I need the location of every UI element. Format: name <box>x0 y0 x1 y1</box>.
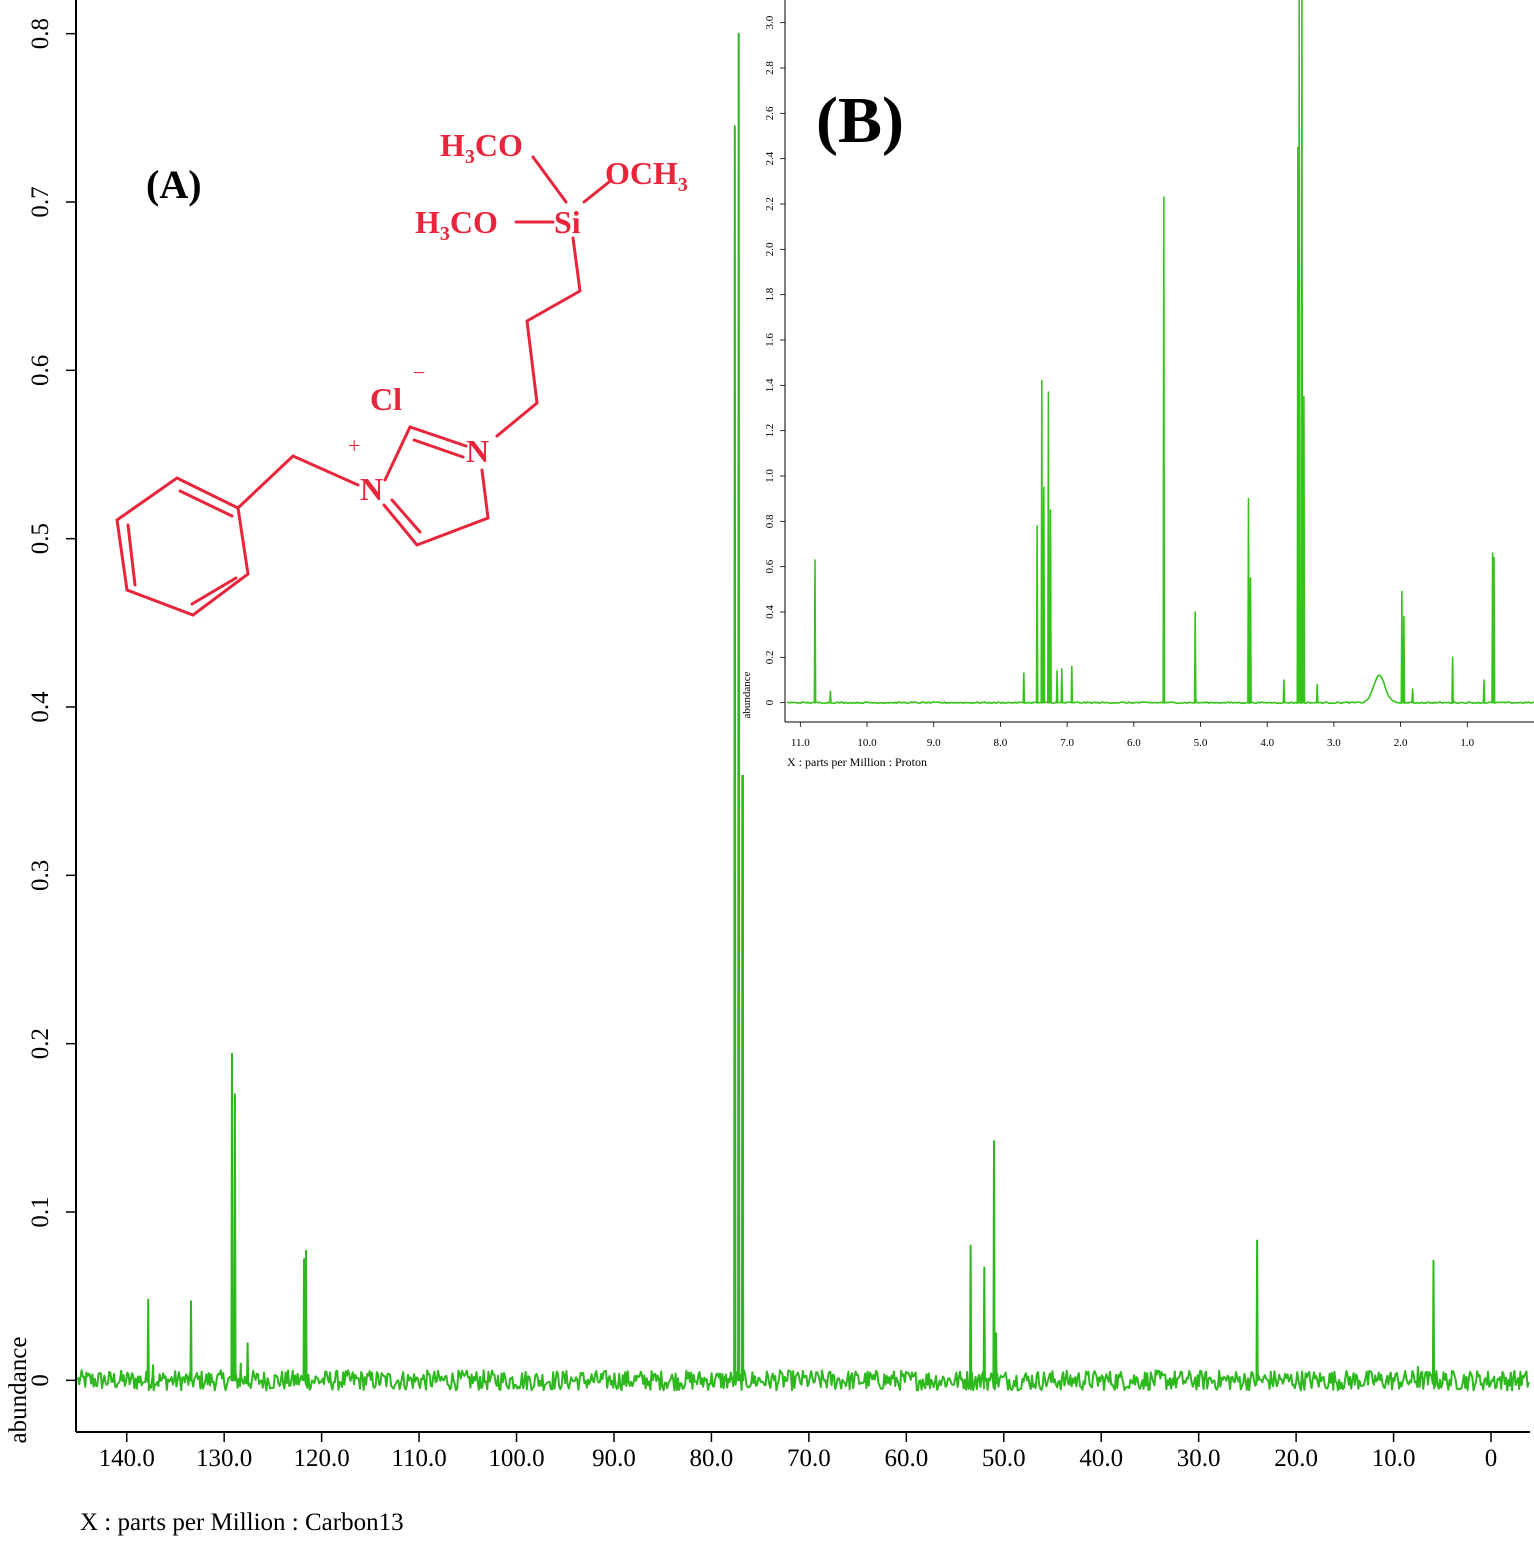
proton-x-tick-label: 6.0 <box>1127 737 1141 749</box>
molecule-structure: H3CO OCH3 H3CO Si Cl − + N N <box>115 127 688 617</box>
benzene-ring <box>115 476 250 617</box>
benzyl-ch2-bond <box>236 454 360 510</box>
proton-y-tick-label: 0.8 <box>764 514 776 528</box>
proton-y-tick-label: 1.4 <box>764 378 776 392</box>
proton-x-tick-label: 8.0 <box>994 737 1008 749</box>
si-label: Si <box>554 204 581 240</box>
proton-x-tick-label: 11.0 <box>791 737 810 749</box>
carbon13-x-tick-label: 110.0 <box>391 1445 446 1472</box>
carbon13-y-tick-label: 0.3 <box>27 860 54 891</box>
och3-label: OCH3 <box>605 155 688 196</box>
proton-x-tick-label: 10.0 <box>857 737 877 749</box>
proton-y-tick-label: 2.8 <box>764 61 776 75</box>
proton-y-tick-label: 1.2 <box>764 424 776 438</box>
proton-x-tick-label: 5.0 <box>1194 737 1208 749</box>
proton-y-tick-label: 1.0 <box>764 469 776 483</box>
proton-x-tick-label: 9.0 <box>927 737 941 749</box>
carbon13-y-tick-label: 0.2 <box>27 1028 54 1059</box>
h3co-top-label: H3CO <box>440 127 523 168</box>
proton-y-tick-label: 2.2 <box>764 197 776 211</box>
carbon13-y-axis-label: abundance <box>5 1337 32 1444</box>
proton-x-ticks: 11.0 10.0 9.0 8.0 7.0 6.0 5.0 4.0 3.0 2.0 1.0 <box>791 722 1475 749</box>
proton-x-tick-label: 2.0 <box>1394 737 1408 749</box>
carbon13-x-tick-label: 120.0 <box>293 1445 349 1472</box>
proton-x-tick-label: 4.0 <box>1260 737 1274 749</box>
carbon13-x-ticks: 140.0 130.0 120.0 110.0 100.0 90.0 80.0 70.0 60.… <box>99 1432 1498 1472</box>
proton-y-tick-label: 0 <box>764 699 776 705</box>
carbon13-y-tick-label: 0.1 <box>27 1196 54 1227</box>
chloride-charge: − <box>413 360 425 385</box>
imidazolium-ring <box>382 425 490 547</box>
carbon13-y-tick-label: 0.4 <box>27 691 54 723</box>
carbon13-x-tick-label: 100.0 <box>488 1445 544 1472</box>
proton-y-tick-label: 0.2 <box>764 650 776 664</box>
proton-y-ticks: 0 0.2 0.4 0.6 0.8 1.0 1.2 1.4 1.6 1.8 2.0 2.2 2.4 2.6… <box>764 15 785 705</box>
proton-y-tick-label: 0.6 <box>764 559 776 573</box>
chloride-label: Cl <box>370 381 402 417</box>
n-plus-label: N <box>360 471 383 507</box>
carbon13-x-axis-label: X : parts per Million : Carbon13 <box>80 1509 404 1536</box>
proton-y-tick-label: 1.8 <box>764 287 776 301</box>
proton-y-tick-label: 1.6 <box>764 333 776 347</box>
panel-label-b: (B) <box>816 84 904 157</box>
carbon13-y-tick-label: 0.5 <box>27 523 54 554</box>
carbon13-spectrum-line <box>77 32 1530 1392</box>
carbon13-x-tick-label: 50.0 <box>982 1445 1026 1472</box>
proton-y-tick-label: 2.4 <box>764 151 776 165</box>
carbon13-y-tick-label: 0.7 <box>27 186 54 217</box>
carbon13-x-tick-label: 40.0 <box>1079 1445 1123 1472</box>
carbon13-x-tick-label: 90.0 <box>592 1445 636 1472</box>
proton-y-tick-label: 2.6 <box>764 106 776 120</box>
carbon13-x-tick-label: 130.0 <box>196 1445 252 1472</box>
proton-x-axis-label: X : parts per Million : Proton <box>787 755 927 769</box>
carbon13-y-tick-label: 0.8 <box>27 18 54 49</box>
proton-y-tick-label: 3.0 <box>764 15 776 29</box>
carbon13-axes: 140.0 130.0 120.0 110.0 100.0 90.0 80.0 70.0 60.… <box>5 0 1530 1536</box>
n-right-label: N <box>466 433 489 469</box>
si-methoxy-bonds <box>514 155 611 224</box>
carbon13-x-tick-label: 140.0 <box>99 1445 155 1472</box>
imidazolium-plus-charge: + <box>348 433 360 458</box>
proton-y-axis-label: abundance <box>741 671 753 718</box>
carbon13-y-tick-label: 0 <box>27 1374 54 1387</box>
proton-x-tick-label: 3.0 <box>1327 737 1341 749</box>
carbon13-x-tick-label: 20.0 <box>1274 1445 1318 1472</box>
carbon13-x-tick-label: 60.0 <box>884 1445 928 1472</box>
carbon13-x-tick-label: 80.0 <box>690 1445 734 1472</box>
carbon13-y-tick-label: 0.6 <box>27 355 54 386</box>
proton-x-tick-label: 7.0 <box>1060 737 1074 749</box>
panel-label-a: (A) <box>146 162 202 207</box>
carbon13-x-tick-label: 70.0 <box>787 1445 831 1472</box>
propyl-chain-bond <box>495 236 582 438</box>
proton-inset: 11.0 10.0 9.0 8.0 7.0 6.0 5.0 4.0 3.0 2.0 1.0 0 0.2… <box>740 0 1534 775</box>
proton-y-tick-label: 0.4 <box>764 605 776 619</box>
proton-y-tick-label: 2.0 <box>764 242 776 256</box>
carbon13-x-tick-label: 0 <box>1485 1445 1498 1472</box>
carbon13-x-tick-label: 10.0 <box>1372 1445 1416 1472</box>
carbon13-x-tick-label: 30.0 <box>1177 1445 1221 1472</box>
carbon13-y-ticks: 0 0.1 0.2 0.3 0.4 0.5 0.6 0.7 0.8 <box>27 18 76 1387</box>
h3co-left-label: H3CO <box>415 204 498 245</box>
proton-spectrum-line <box>786 0 1534 705</box>
proton-x-tick-label: 1.0 <box>1460 737 1474 749</box>
